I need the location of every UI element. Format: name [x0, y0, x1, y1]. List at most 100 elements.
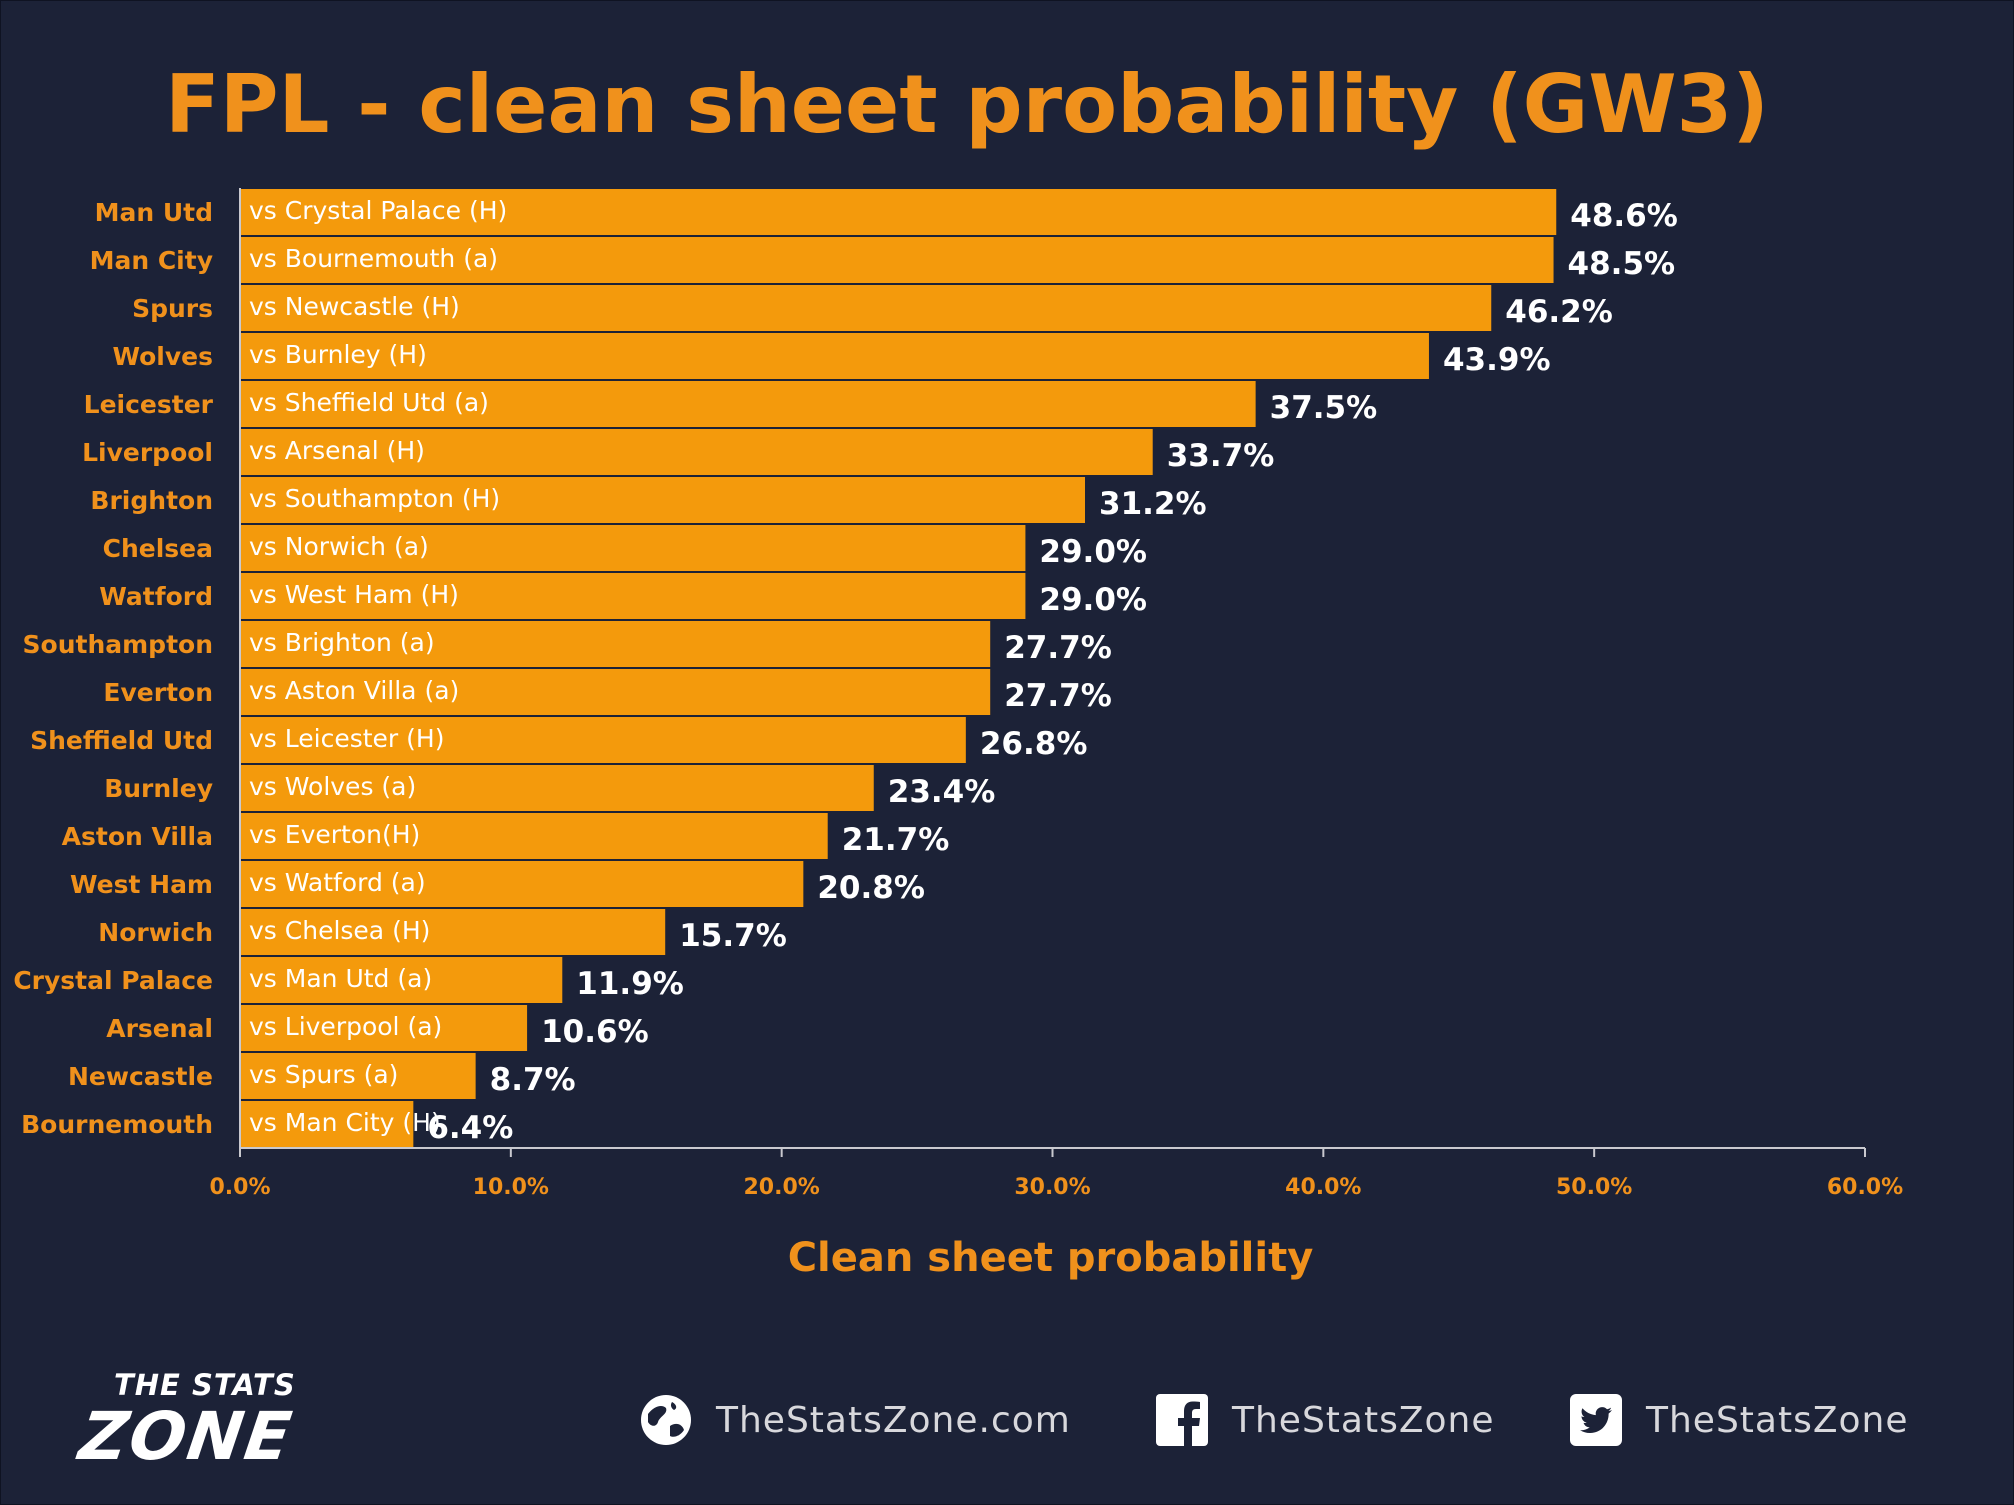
fixture-label: vs West Ham (H) [249, 580, 459, 609]
value-label: 37.5% [1270, 390, 1378, 426]
bar [240, 909, 666, 955]
fixture-label: vs Everton(H) [249, 820, 420, 849]
website-text: TheStatsZone.com [716, 1399, 1071, 1441]
team-label: Newcastle [68, 1062, 213, 1091]
value-label: 23.4% [888, 774, 996, 810]
fixture-label: vs Newcastle (H) [249, 292, 460, 321]
team-label: Leicester [84, 390, 214, 419]
bar [240, 669, 991, 715]
fixture-label: vs Crystal Palace (H) [249, 196, 507, 225]
team-label: Sheffield Utd [30, 726, 213, 755]
team-label: Arsenal [106, 1014, 213, 1043]
bar [240, 381, 1256, 427]
bar-chart: FPL - clean sheet probability (GW3) Man … [13, 58, 1903, 1281]
team-label: Brighton [90, 486, 213, 515]
team-label: Crystal Palace [13, 966, 213, 995]
team-label: Aston Villa [62, 822, 213, 851]
fixture-label: vs Watford (a) [249, 868, 426, 897]
team-label: Norwich [98, 918, 213, 947]
bar [240, 525, 1026, 571]
value-label: 10.6% [541, 1014, 649, 1050]
fixture-label: vs Aston Villa (a) [249, 676, 459, 705]
value-label: 29.0% [1039, 582, 1147, 618]
bar [240, 765, 874, 811]
bar [240, 1053, 476, 1099]
facebook-icon [1156, 1394, 1208, 1446]
team-label: Man City [90, 246, 213, 275]
website-link[interactable]: TheStatsZone.com [638, 1390, 1071, 1450]
team-label: Spurs [132, 294, 213, 323]
stats-zone-logo: THE STATS ZONE [75, 1368, 420, 1478]
team-label: Southampton [23, 630, 213, 659]
value-label: 26.8% [980, 726, 1088, 762]
twitter-icon [1570, 1394, 1622, 1446]
value-label: 21.7% [842, 822, 950, 858]
value-label: 48.6% [1570, 198, 1678, 234]
facebook-text: TheStatsZone [1232, 1399, 1495, 1441]
team-label: Bournemouth [21, 1110, 213, 1139]
facebook-link[interactable]: TheStatsZone [1154, 1390, 1495, 1450]
bar [240, 477, 1085, 523]
bar [240, 621, 991, 667]
team-label: Man Utd [95, 198, 213, 227]
team-label: Wolves [112, 342, 213, 371]
fixture-label: vs Burnley (H) [249, 340, 427, 369]
bar [240, 189, 1557, 235]
footer: THE STATS ZONE TheStatsZone.com TheStats… [0, 1340, 2014, 1490]
bar [240, 957, 563, 1003]
fixture-label: vs Brighton (a) [249, 628, 435, 657]
logo-top-text: THE STATS [114, 1368, 296, 1402]
value-label: 27.7% [1004, 678, 1112, 714]
x-tick-label: 0.0% [209, 1175, 270, 1200]
team-label: Liverpool [82, 438, 213, 467]
twitter-text: TheStatsZone [1646, 1399, 1909, 1441]
value-label: 46.2% [1505, 294, 1613, 330]
fixture-label: vs Liverpool (a) [249, 1012, 442, 1041]
bars-layer: Man Utd vs Crystal Palace (H) 48.6% Man Cit… [13, 189, 1678, 1147]
fixture-label: vs Chelsea (H) [249, 916, 430, 945]
bar [240, 429, 1153, 475]
x-axis-title: Clean sheet probability [788, 1235, 1314, 1281]
fixture-label: vs Sheffield Utd (a) [249, 388, 489, 417]
bar [240, 861, 804, 907]
value-label: 8.7% [490, 1062, 576, 1098]
logo-bottom-text: ZONE [74, 1398, 298, 1475]
fixture-label: vs Southampton (H) [249, 484, 500, 513]
x-tick-label: 50.0% [1556, 1175, 1632, 1200]
fixture-label: vs Bournemouth (a) [249, 244, 498, 273]
team-label: Everton [103, 678, 213, 707]
twitter-link[interactable]: TheStatsZone [1568, 1390, 1909, 1450]
team-label: Burnley [104, 774, 213, 803]
value-label: 11.9% [576, 966, 684, 1002]
fixture-label: vs Leicester (H) [249, 724, 444, 753]
fixture-label: vs Man Utd (a) [249, 964, 432, 993]
fixture-label: vs Norwich (a) [249, 532, 429, 561]
chart-title: FPL - clean sheet probability (GW3) [165, 58, 1769, 151]
bar [240, 573, 1026, 619]
bar [240, 1101, 414, 1147]
bar [240, 1005, 528, 1051]
x-axis-ticks: 0.0% 10.0% 20.0% 30.0% 40.0% 50.0% 60.0% [209, 1148, 1903, 1200]
team-label: Watford [99, 582, 213, 611]
x-tick-label: 40.0% [1285, 1175, 1361, 1200]
fixture-label: vs Spurs (a) [249, 1060, 398, 1089]
x-tick-label: 10.0% [473, 1175, 549, 1200]
value-label: 29.0% [1039, 534, 1147, 570]
bar [240, 813, 828, 859]
value-label: 43.9% [1443, 342, 1551, 378]
bar [240, 333, 1429, 379]
value-label: 48.5% [1568, 246, 1676, 282]
globe-icon [641, 1395, 691, 1445]
team-label: West Ham [70, 870, 213, 899]
team-label: Chelsea [103, 534, 213, 563]
bar [240, 717, 966, 763]
value-label: 31.2% [1099, 486, 1207, 522]
value-label: 33.7% [1167, 438, 1275, 474]
value-label: 6.4% [427, 1110, 513, 1146]
x-tick-label: 20.0% [744, 1175, 820, 1200]
x-tick-label: 60.0% [1827, 1175, 1903, 1200]
value-label: 15.7% [679, 918, 787, 954]
bar [240, 285, 1492, 331]
fixture-label: vs Wolves (a) [249, 772, 416, 801]
value-label: 27.7% [1004, 630, 1112, 666]
